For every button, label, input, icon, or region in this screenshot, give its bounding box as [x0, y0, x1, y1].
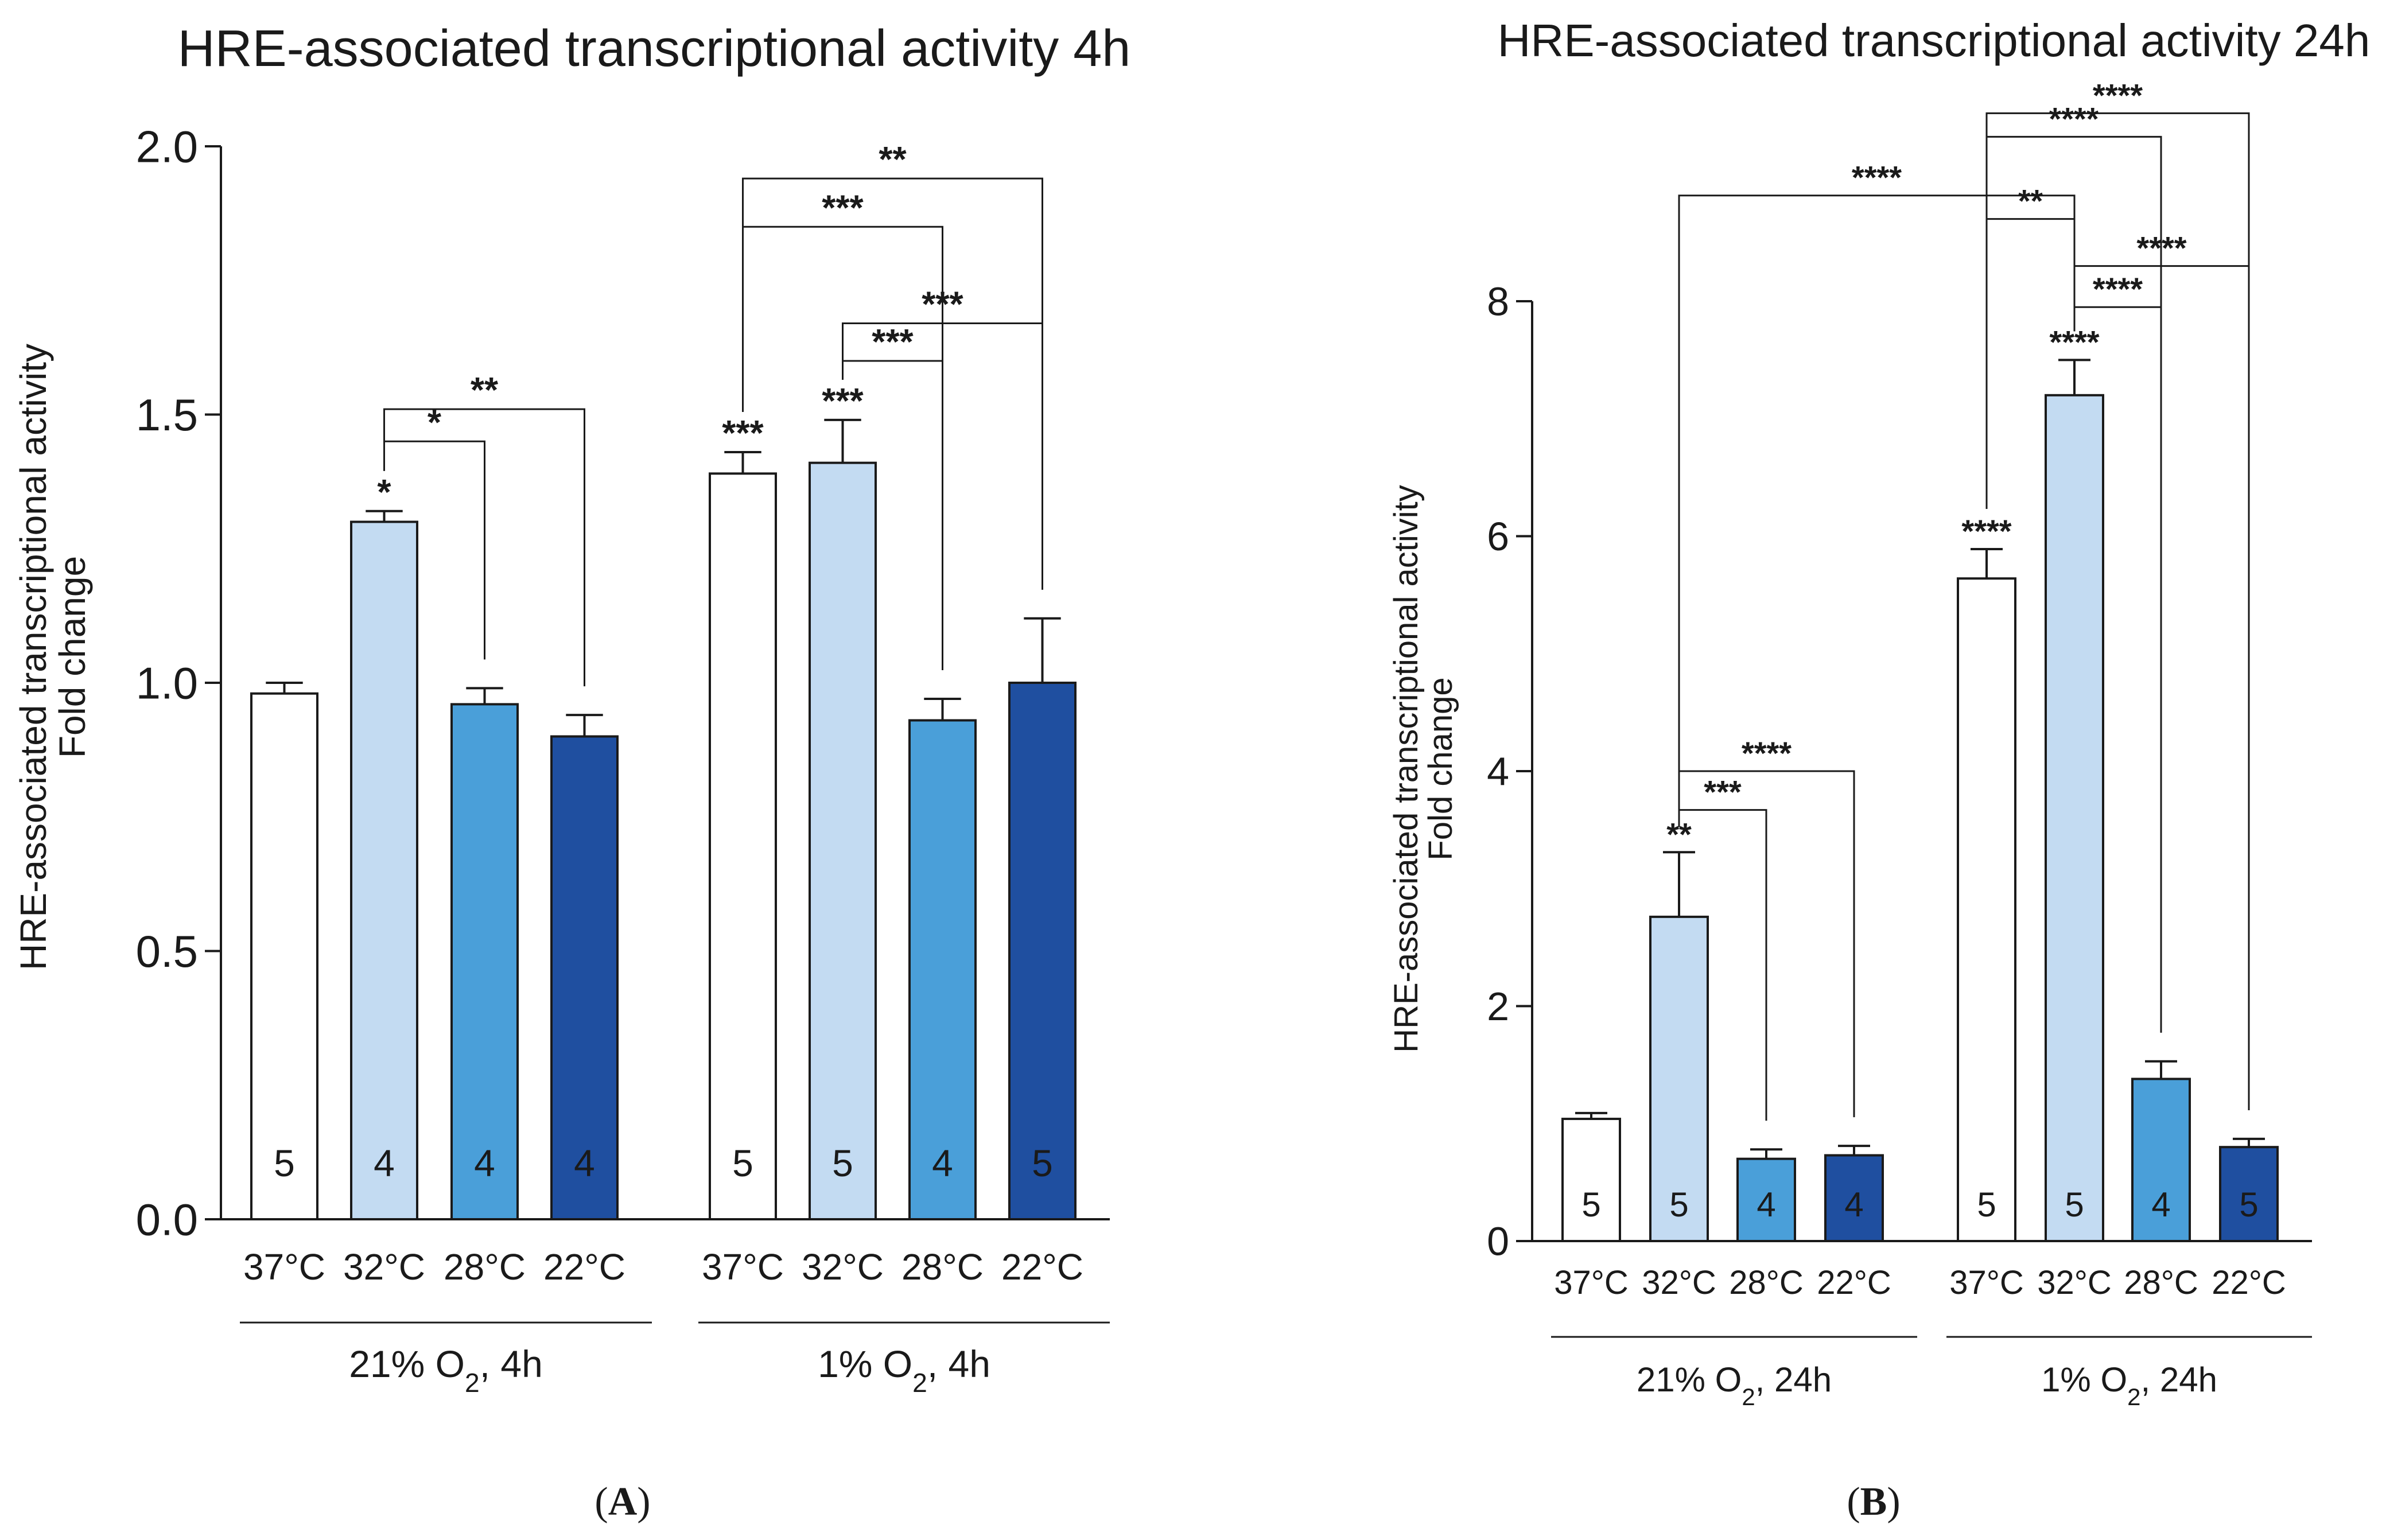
chart-title: HRE-associated transcriptional activity … — [178, 20, 1131, 77]
significance-bracket-label: ** — [2018, 183, 2043, 219]
significance-star: *** — [822, 382, 864, 421]
y-axis-label: HRE-associated transcriptional activity — [1388, 485, 1425, 1053]
y-axis-label-line2: Fold change — [52, 556, 93, 758]
n-label: 5 — [2239, 1185, 2258, 1224]
significance-bracket-label: *** — [1704, 774, 1742, 810]
n-label: 5 — [1032, 1142, 1053, 1184]
significance-bracket — [1678, 195, 2076, 812]
significance-bracket-label: ** — [879, 140, 907, 180]
n-label: 5 — [2065, 1185, 2084, 1224]
significance-bracket-label: *** — [872, 322, 914, 362]
x-tick-label: 37°C — [1554, 1264, 1629, 1301]
y-tick-label: 0 — [1487, 1219, 1509, 1264]
group-label: 21% O2, 4h — [349, 1343, 543, 1398]
y-tick-label: 0.0 — [136, 1194, 198, 1245]
n-label: 4 — [2151, 1185, 2170, 1224]
chart-title: HRE-associated transcriptional activity … — [1498, 15, 2371, 66]
significance-star: **** — [1961, 513, 2011, 549]
bar — [1824, 1154, 1884, 1242]
n-label: 4 — [374, 1142, 395, 1184]
group-label: 1% O2, 4h — [818, 1343, 990, 1398]
bar — [809, 461, 877, 1220]
x-tick-label: 22°C — [543, 1246, 625, 1288]
significance-star: *** — [722, 414, 764, 453]
bar — [350, 520, 418, 1220]
x-tick-label: 37°C — [243, 1246, 325, 1288]
n-label: 4 — [932, 1142, 953, 1184]
y-tick-label: 4 — [1487, 749, 1509, 794]
y-axis-label-line2: Fold change — [1422, 677, 1459, 860]
significance-bracket-label: **** — [2093, 271, 2143, 307]
panel-letters: (A) (B) — [594, 1480, 1900, 1524]
y-tick-label: 0.5 — [136, 926, 198, 977]
significance-bracket — [742, 177, 1043, 590]
bar — [2131, 1078, 2191, 1242]
bar — [250, 692, 318, 1220]
significance-bracket — [1678, 809, 1767, 1121]
bar — [550, 735, 619, 1220]
y-tick-label: 2 — [1487, 984, 1509, 1029]
group-label: 21% O2, 24h — [1637, 1360, 1832, 1410]
x-tick-label: 37°C — [1949, 1264, 2024, 1301]
n-label: 4 — [474, 1142, 495, 1184]
bar — [1561, 1118, 1621, 1243]
x-tick-label: 22°C — [1001, 1246, 1083, 1288]
x-tick-label: 28°C — [1729, 1264, 1804, 1301]
n-label: 4 — [1844, 1185, 1863, 1224]
y-tick-label: 8 — [1487, 279, 1509, 324]
x-tick-label: 28°C — [444, 1246, 526, 1288]
x-tick-label: 32°C — [802, 1246, 884, 1288]
x-tick-label: 32°C — [1642, 1264, 1716, 1301]
bar — [2045, 394, 2104, 1242]
significance-bracket-label: **** — [2049, 100, 2099, 137]
y-tick-label: 1.5 — [136, 390, 198, 440]
n-label: 4 — [1757, 1185, 1775, 1224]
n-label: 5 — [1581, 1185, 1600, 1224]
y-tick-label: 6 — [1487, 514, 1509, 559]
significance-bracket — [383, 408, 585, 687]
y-tick-label: 1.0 — [136, 658, 198, 708]
significance-star: * — [377, 473, 391, 512]
n-label: 5 — [1977, 1185, 1996, 1224]
panel-a-chart: HRE-associated transcriptional activity … — [13, 20, 1130, 1398]
n-label: 5 — [832, 1142, 853, 1184]
panel-letter-a: (A) — [594, 1480, 650, 1524]
bar — [1957, 577, 2016, 1243]
n-label: 5 — [732, 1142, 753, 1184]
bar — [1649, 915, 1709, 1242]
x-tick-label: 22°C — [1817, 1264, 1891, 1301]
x-tick-label: 32°C — [343, 1246, 425, 1288]
panel-b-chart: HRE-associated transcriptional activity … — [1388, 15, 2370, 1410]
x-tick-label: 28°C — [2124, 1264, 2198, 1301]
significance-bracket-label: **** — [1742, 735, 1792, 771]
bar — [1008, 682, 1077, 1220]
y-axis-label: HRE-associated transcriptional activity — [13, 344, 54, 970]
bar — [908, 719, 977, 1220]
significance-bracket-label: *** — [822, 188, 864, 228]
x-tick-label: 37°C — [702, 1246, 784, 1288]
group-label: 1% O2, 24h — [2041, 1360, 2217, 1410]
y-tick-label: 2.0 — [136, 121, 198, 172]
significance-bracket-label: **** — [1852, 160, 1902, 196]
n-label: 4 — [574, 1142, 595, 1184]
bar — [450, 703, 519, 1220]
n-label: 5 — [1669, 1185, 1688, 1224]
significance-bracket-label: ** — [471, 371, 499, 410]
significance-bracket-label: **** — [2093, 77, 2143, 113]
x-tick-label: 32°C — [2037, 1264, 2112, 1301]
panel-letter-b: (B) — [1847, 1480, 1900, 1524]
x-tick-label: 28°C — [901, 1246, 984, 1288]
x-tick-label: 22°C — [2212, 1264, 2286, 1301]
n-label: 5 — [274, 1142, 295, 1184]
significance-bracket — [1985, 112, 2250, 1110]
bar — [709, 472, 777, 1220]
